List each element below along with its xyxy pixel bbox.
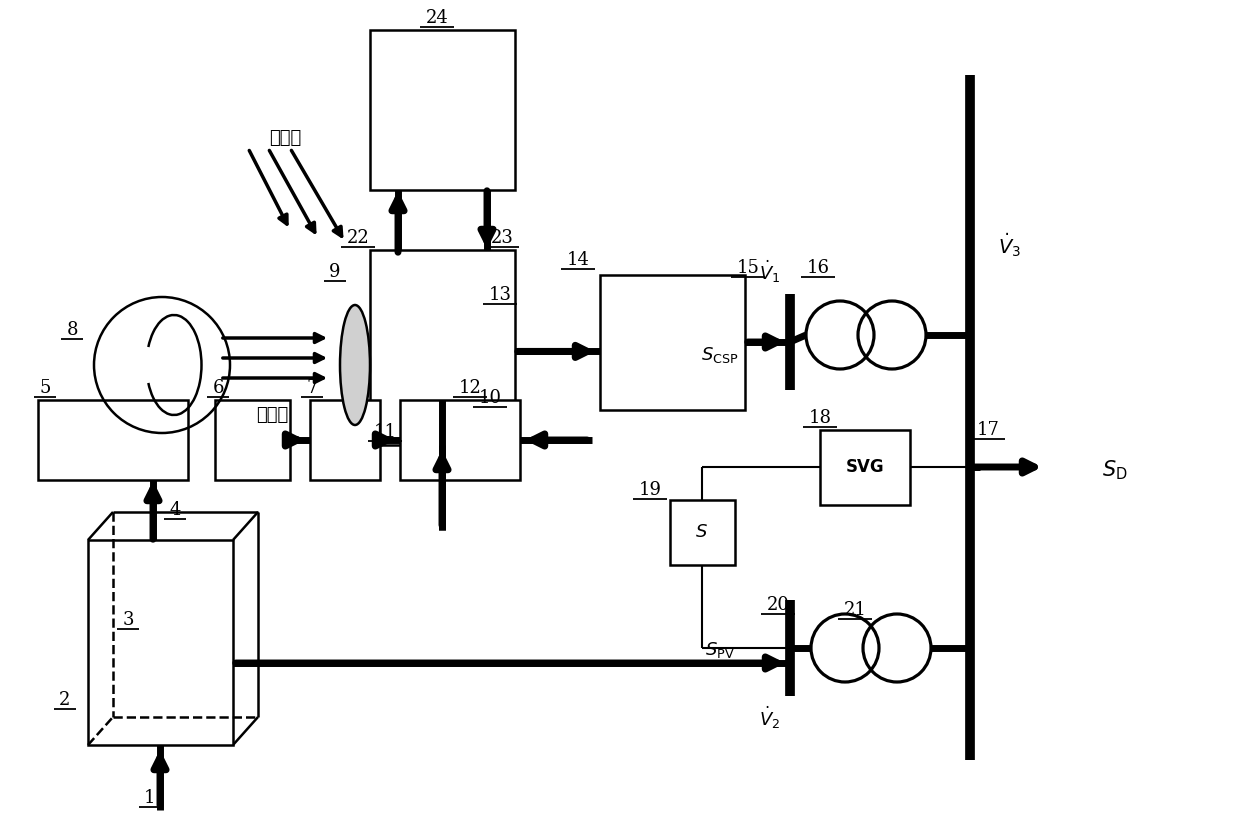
Bar — [215, 400, 290, 480]
Text: 13: 13 — [489, 286, 511, 304]
Text: 19: 19 — [639, 481, 661, 499]
Text: 太阳光: 太阳光 — [269, 129, 301, 147]
Text: 22: 22 — [347, 229, 370, 247]
Text: 15: 15 — [737, 259, 759, 277]
Text: 7: 7 — [306, 379, 317, 397]
Text: $S_\mathrm{D}$: $S_\mathrm{D}$ — [1102, 458, 1128, 482]
Text: $\dot{V}_3$: $\dot{V}_3$ — [998, 231, 1022, 259]
Bar — [401, 400, 520, 480]
Text: 11: 11 — [373, 423, 397, 441]
Text: $\dot{V}_1$: $\dot{V}_1$ — [759, 259, 781, 285]
Text: SVG: SVG — [846, 458, 884, 476]
Text: 24: 24 — [425, 9, 449, 27]
Text: $\dot{V}_2$: $\dot{V}_2$ — [759, 705, 781, 731]
Bar — [38, 400, 188, 480]
Text: 20: 20 — [766, 596, 790, 614]
Text: 12: 12 — [459, 379, 481, 397]
Bar — [88, 540, 233, 745]
Text: 18: 18 — [808, 409, 832, 427]
Bar — [670, 500, 735, 565]
Text: 反射光: 反射光 — [255, 406, 288, 424]
Text: 2: 2 — [60, 691, 71, 709]
Text: 9: 9 — [330, 263, 341, 281]
Text: 1: 1 — [144, 789, 156, 807]
Bar — [600, 275, 745, 410]
Text: 8: 8 — [66, 321, 78, 339]
Bar — [370, 250, 515, 445]
Text: 14: 14 — [567, 251, 589, 269]
Bar — [370, 30, 515, 190]
Text: 16: 16 — [806, 259, 830, 277]
Text: $S_\mathrm{PV}$: $S_\mathrm{PV}$ — [706, 640, 735, 660]
Text: 17: 17 — [977, 421, 999, 439]
Ellipse shape — [340, 305, 370, 425]
Text: 6: 6 — [212, 379, 223, 397]
Text: 10: 10 — [479, 389, 501, 407]
Bar — [820, 430, 910, 505]
Bar — [310, 400, 379, 480]
Text: 5: 5 — [40, 379, 51, 397]
Text: 23: 23 — [491, 229, 513, 247]
Text: S: S — [697, 523, 708, 541]
Text: 4: 4 — [170, 501, 181, 519]
Text: $S_\mathrm{CSP}$: $S_\mathrm{CSP}$ — [702, 345, 739, 365]
Text: 3: 3 — [123, 611, 134, 629]
Text: 21: 21 — [843, 601, 867, 619]
